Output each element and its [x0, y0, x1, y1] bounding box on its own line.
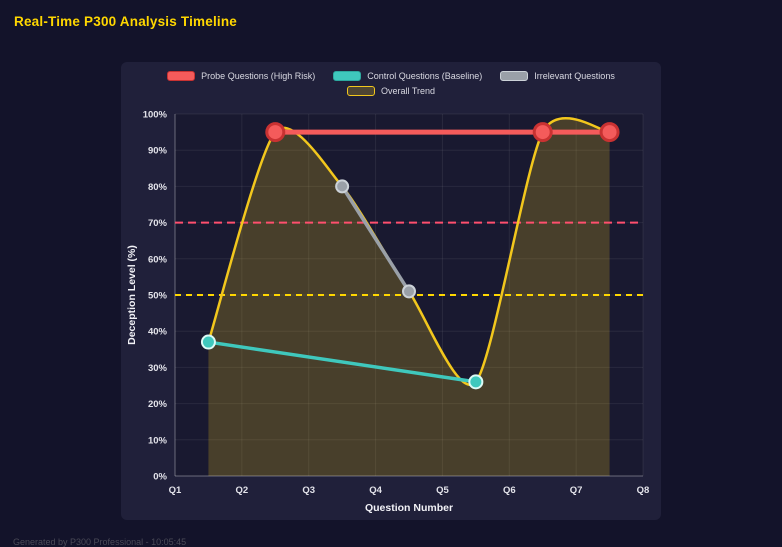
y-axis-title: Deception Level (%) [126, 245, 138, 345]
y-tick-label: 30% [148, 363, 168, 374]
legend-item-control-questions-baseline[interactable]: Control Questions (Baseline) [333, 71, 482, 81]
legend-swatch [346, 86, 375, 96]
legend-row: Overall Trend [121, 86, 661, 96]
x-tick-label: Q7 [570, 485, 583, 496]
x-tick-label: Q6 [503, 485, 516, 496]
legend-label: Irrelevant Questions [534, 71, 615, 81]
legend-item-irrelevant-questions[interactable]: Irrelevant Questions [500, 71, 615, 81]
chart-card: Probe Questions (High Risk) Control Quest… [121, 62, 661, 520]
series-line-irrelevant-questions [340, 184, 411, 294]
marker-irrelevant-questions-0 [335, 179, 350, 194]
marker-control-questions-baseline-1 [468, 374, 484, 390]
y-tick-label: 20% [148, 399, 168, 410]
chart-legend: Probe Questions (High Risk) Control Quest… [121, 62, 661, 108]
y-tick-label: 0% [153, 472, 167, 483]
x-tick-label: Q2 [236, 485, 249, 496]
x-tick-label: Q1 [169, 485, 182, 496]
x-axis-title: Question Number [365, 502, 453, 514]
legend-swatch [333, 71, 362, 81]
y-tick-label: 10% [148, 435, 168, 446]
legend-item-overall-trend[interactable]: Overall Trend [346, 86, 436, 96]
marker-probe-questions-high-risk-2 [599, 122, 620, 143]
x-tick-label: Q8 [637, 485, 650, 496]
y-tick-label: 40% [148, 327, 168, 338]
p300-timeline-chart: 0% 10% 20% 30% 40% 50% 60% 70% 80% 90% 100% Q1 Q2 Q3 Q… [126, 110, 650, 515]
marker-probe-questions-high-risk-0 [265, 122, 286, 143]
y-tick-label: 100% [143, 110, 168, 121]
y-tick-label: 80% [148, 182, 168, 193]
legend-swatch [500, 71, 529, 81]
legend-label: Probe Questions (High Risk) [201, 71, 316, 81]
y-tick-label: 70% [148, 218, 168, 229]
marker-control-questions-baseline-0 [200, 334, 216, 350]
legend-row: Probe Questions (High Risk) Control Quest… [121, 71, 661, 81]
legend-swatch [167, 71, 196, 81]
legend-item-probe-questions-high-risk[interactable]: Probe Questions (High Risk) [167, 71, 315, 81]
x-tick-label: Q4 [369, 485, 382, 496]
page-title: Real-Time P300 Analysis Timeline [14, 14, 238, 29]
legend-label: Overall Trend [380, 86, 436, 96]
footer-note: Generated by P300 Professional - 10:05:4… [13, 537, 187, 547]
x-tick-label: Q3 [302, 485, 315, 496]
y-tick-label: 90% [148, 146, 168, 157]
x-tick-label: Q5 [436, 485, 449, 496]
y-tick-label: 60% [148, 254, 168, 265]
y-tick-label: 50% [148, 291, 168, 302]
series-line-control-questions-baseline [206, 340, 478, 384]
marker-probe-questions-high-risk-1 [532, 122, 553, 143]
legend-label: Control Questions (Baseline) [367, 71, 483, 81]
marker-irrelevant-questions-1 [402, 284, 416, 299]
